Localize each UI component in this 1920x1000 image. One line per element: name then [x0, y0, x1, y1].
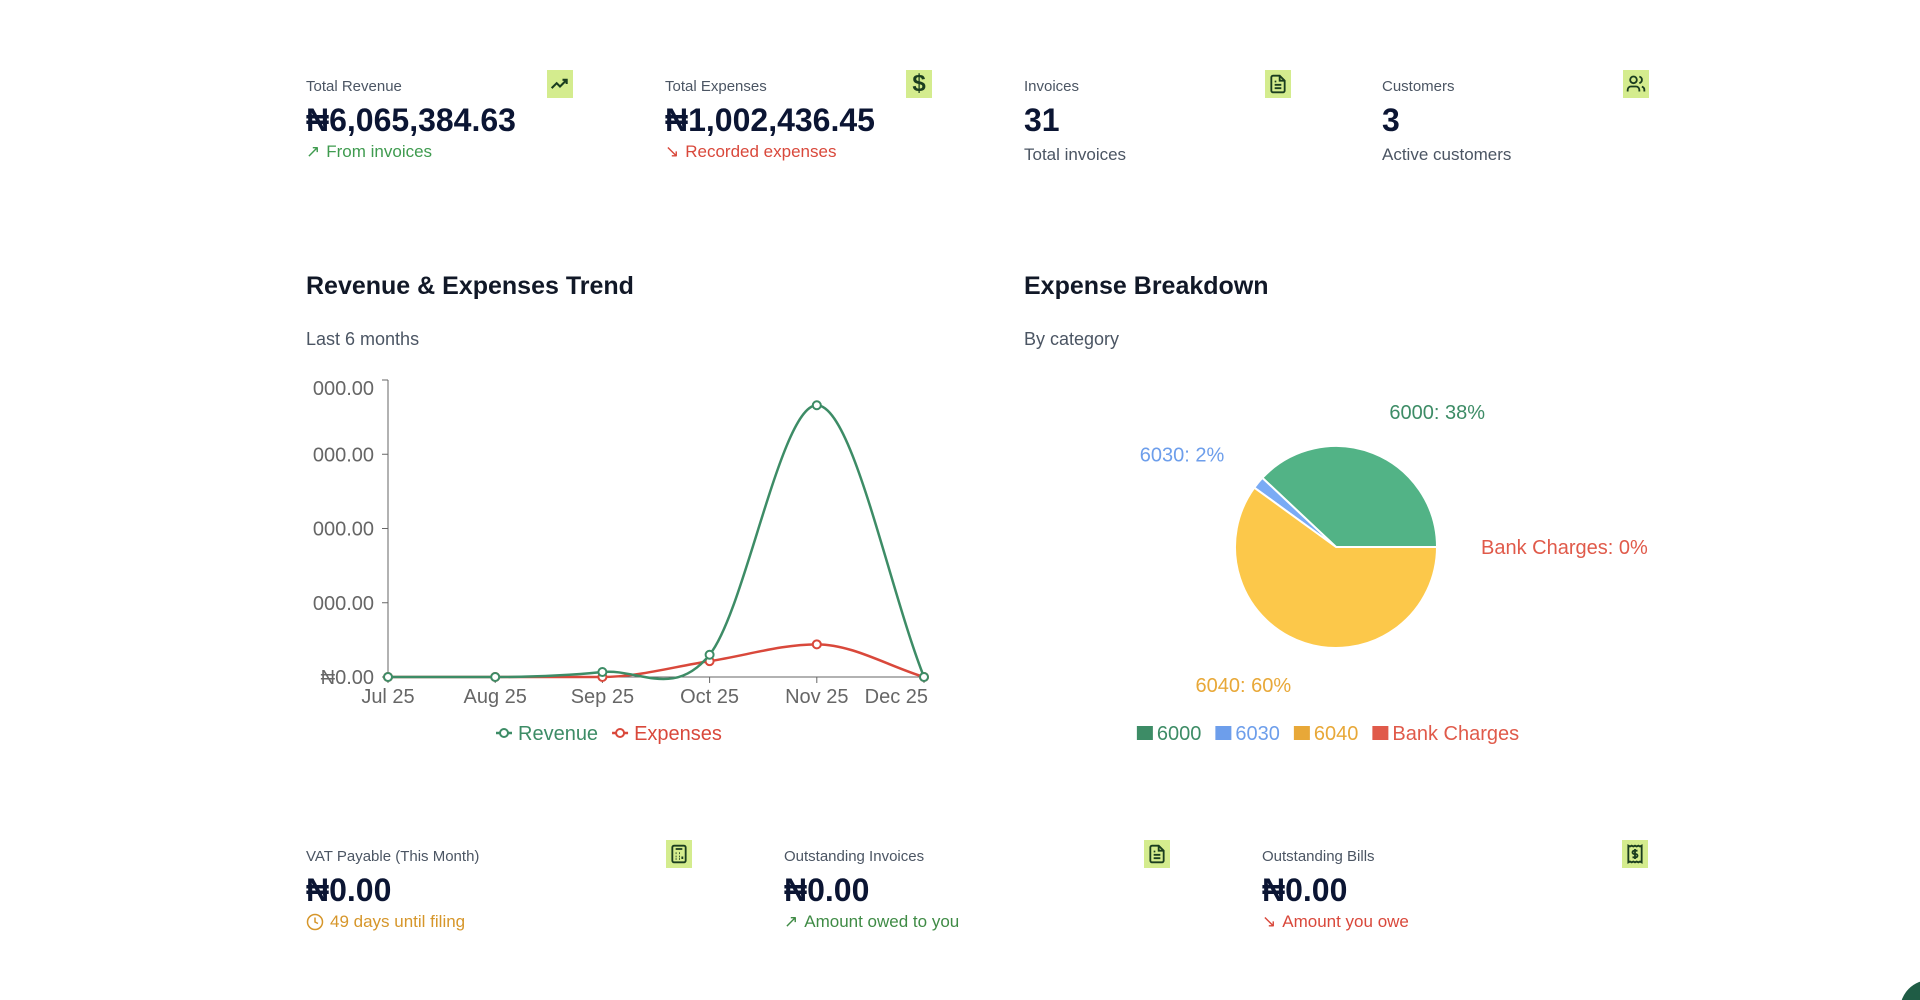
pie-slice-6000[interactable]	[1260, 445, 1439, 548]
card-sub: ↗ Amount owed to you	[784, 912, 959, 932]
x-tick-label: Dec 25	[865, 686, 928, 708]
kpi-sub: Total invoices	[1024, 145, 1127, 164]
trend-subtitle: Last 6 months	[306, 329, 420, 349]
receipt-icon	[1622, 840, 1648, 868]
pie-slice-label: 6030: 2%	[1140, 445, 1225, 467]
kpi-label: Total Expenses	[665, 78, 767, 95]
pie-slice-label: 6040: 60%	[1196, 675, 1292, 697]
kpi-sub-text: Recorded expenses	[685, 142, 837, 161]
legend-swatch-icon	[1372, 726, 1389, 740]
kpi-sub: Active customers	[1382, 145, 1512, 164]
card-sub: 49 days until filing	[306, 912, 465, 932]
y-tick-label: 000.00	[313, 519, 374, 541]
data-point-revenue[interactable]	[704, 649, 715, 660]
legend-label: Revenue	[518, 723, 598, 745]
legend-item-6000[interactable]: 6000	[1136, 723, 1202, 745]
card-sub-text: Amount owed to you	[804, 912, 960, 931]
card-sub-text: 49 days until filing	[330, 912, 466, 931]
y-tick-label: 000.00	[313, 444, 374, 466]
pie-slice-label: 6000: 38%	[1389, 402, 1485, 424]
kpi-value: ₦6,065,384.63	[306, 102, 516, 138]
card-value: ₦0.00	[784, 872, 870, 908]
pie-slice-label: Bank Charges: 0%	[1481, 537, 1648, 559]
kpi-value: ₦1,002,436.45	[665, 102, 875, 138]
kpi-sub-text: From invoices	[326, 142, 433, 161]
kpi-value: 3	[1382, 102, 1400, 138]
data-point-revenue[interactable]	[597, 667, 608, 678]
legend-marker-icon	[615, 728, 626, 738]
file-text-icon	[1265, 70, 1291, 98]
legend-item-6030[interactable]: 6030	[1215, 723, 1280, 745]
arrow-down-right-icon: ↘	[665, 142, 680, 161]
y-tick-label: ₦0.00	[321, 667, 374, 689]
breakdown-subtitle: By category	[1024, 329, 1120, 349]
data-point-revenue[interactable]	[919, 672, 929, 682]
legend-swatch-icon	[1293, 726, 1310, 740]
data-point-revenue[interactable]	[383, 672, 393, 682]
clock-icon	[306, 913, 324, 931]
dollar-icon: $	[906, 70, 932, 98]
card-sub: ↘ Amount you owe	[1262, 912, 1409, 932]
legend-label: Bank Charges	[1392, 723, 1519, 745]
card-label: VAT Payable (This Month)	[306, 848, 480, 865]
card-label: Outstanding Bills	[1262, 848, 1375, 865]
x-tick-label: Oct 25	[680, 686, 739, 708]
kpi-value: 31	[1024, 102, 1060, 138]
floating-action-button[interactable]	[1900, 980, 1920, 1000]
legend-label: 6030	[1235, 723, 1280, 745]
legend-label: 6000	[1157, 723, 1202, 745]
calculator-icon	[666, 840, 692, 868]
legend-item-bank-charges[interactable]: Bank Charges	[1372, 723, 1519, 745]
legend-label: Expenses	[634, 723, 722, 745]
legend-item-6040[interactable]: 6040	[1293, 723, 1359, 745]
x-tick-label: Jul 25	[361, 686, 414, 708]
expense-breakdown-pie-chart: 6000: 38% 6030: 2% 6040: 60% Bank Charges: …	[1136, 402, 1648, 745]
x-tick-label: Nov 25	[785, 686, 848, 708]
trend-title: Revenue & Expenses Trend	[306, 272, 634, 300]
arrow-up-right-icon: ↗	[784, 912, 799, 931]
trending-up-icon	[547, 70, 573, 98]
kpi-sub: ↗ From invoices	[306, 142, 432, 162]
series-line-revenue	[388, 403, 926, 681]
breakdown-title: Expense Breakdown	[1024, 272, 1269, 300]
legend-swatch-icon	[1215, 726, 1232, 740]
data-point-revenue[interactable]	[490, 672, 501, 682]
legend-item-revenue[interactable]: Revenue	[496, 723, 598, 745]
kpi-label: Customers	[1382, 78, 1455, 95]
file-text-icon	[1144, 840, 1170, 868]
card-sub-text: Amount you owe	[1282, 912, 1409, 931]
card-value: ₦0.00	[306, 872, 392, 908]
legend-swatch-icon	[1136, 726, 1153, 740]
pie-legend: 6000 6030 6040 Bank Charges	[1136, 723, 1519, 745]
users-icon	[1623, 70, 1649, 98]
arrow-up-right-icon: ↗	[306, 142, 321, 161]
data-point-expenses[interactable]	[811, 639, 822, 650]
kpi-sub: ↘ Recorded expenses	[665, 142, 836, 162]
kpi-label: Total Revenue	[306, 78, 402, 95]
card-value: ₦0.00	[1262, 872, 1348, 908]
legend-marker-icon	[499, 728, 509, 738]
x-tick-label: Aug 25	[464, 686, 527, 708]
y-tick-label: 000.00	[313, 593, 374, 615]
legend-label: 6040	[1314, 723, 1359, 745]
legend-item-expenses[interactable]: Expenses	[612, 723, 722, 745]
y-tick-label: 000.00	[313, 378, 374, 400]
revenue-expenses-line-chart: ₦0.00 000.00 000.00 000.00 000.00 Jul 25 Aug 2…	[313, 378, 929, 745]
arrow-down-right-icon: ↘	[1262, 912, 1277, 931]
card-label: Outstanding Invoices	[784, 848, 925, 865]
series-line-expenses	[388, 643, 925, 679]
data-point-revenue[interactable]	[811, 400, 822, 411]
kpi-label: Invoices	[1024, 78, 1080, 95]
pie-slice-6040[interactable]	[1234, 486, 1439, 649]
x-tick-label: Sep 25	[571, 686, 634, 708]
